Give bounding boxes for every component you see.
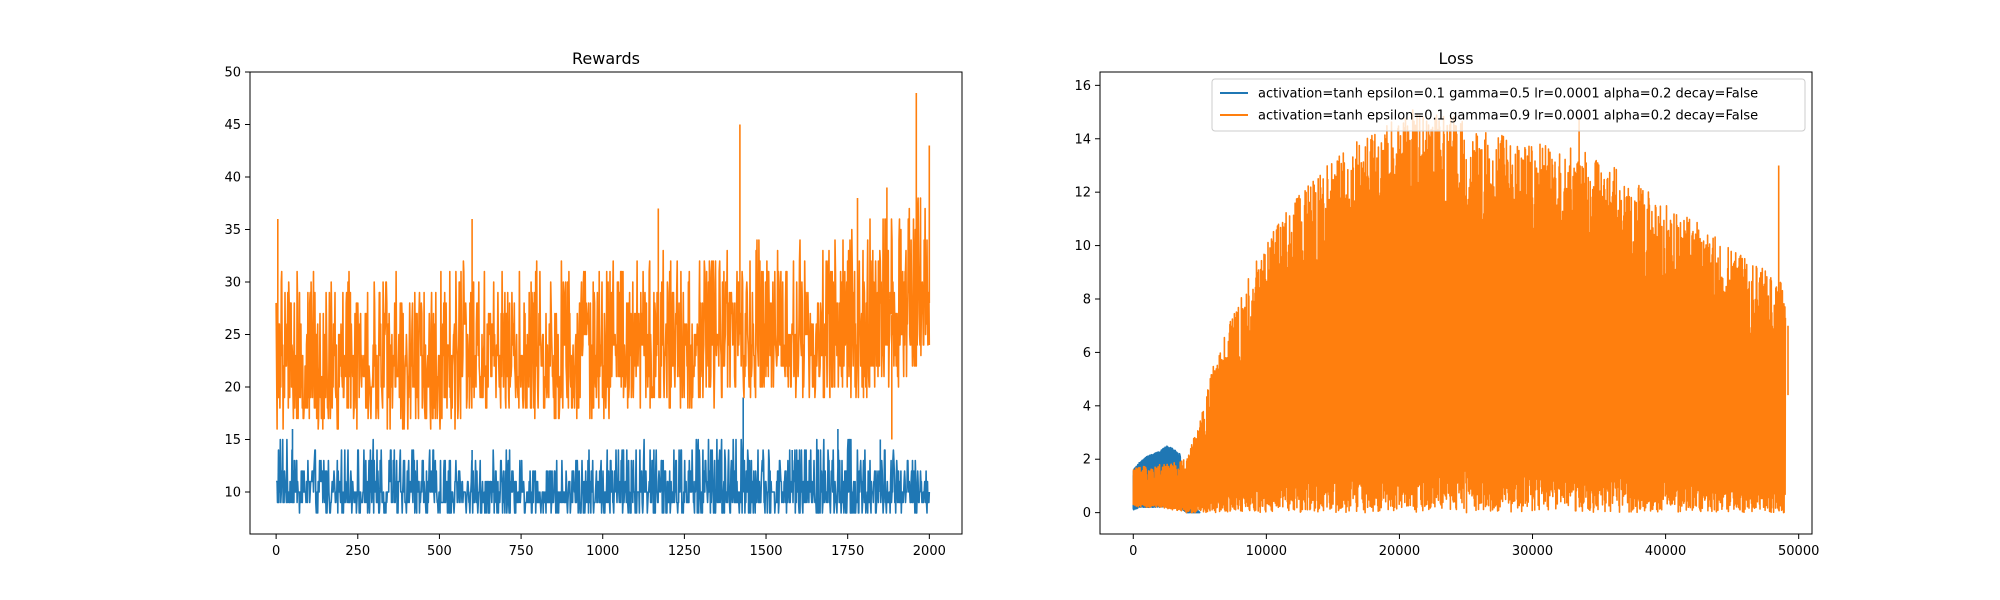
loss-x-tick-label: 10000: [1246, 544, 1287, 559]
loss-y-axis: 0 2 4 6 8 10 12 14 16: [1074, 79, 1100, 521]
rewards-x-tick-label: 1000: [586, 544, 619, 559]
legend-label: activation=tanh epsilon=0.1 gamma=0.9 lr…: [1258, 109, 1758, 124]
loss-chart-title: Loss: [1438, 49, 1473, 68]
loss-x-tick-label: 30000: [1512, 544, 1553, 559]
rewards-y-tick-label: 45: [224, 118, 241, 133]
rewards-x-axis: 0 250 500 750 1000 1250 1500 1750 2000: [272, 534, 946, 559]
rewards-y-tick-label: 10: [224, 486, 241, 501]
loss-y-tick-label: 14: [1074, 132, 1091, 147]
rewards-y-tick-label: 50: [224, 66, 241, 81]
loss-y-tick-label: 10: [1074, 239, 1091, 254]
rewards-x-tick-label: 2000: [913, 544, 946, 559]
loss-y-tick-label: 16: [1074, 79, 1091, 94]
rewards-x-tick-label: 0: [272, 544, 280, 559]
loss-y-tick-label: 4: [1083, 399, 1091, 414]
rewards-axes-frame: [249, 71, 963, 535]
loss-x-tick-label: 0: [1129, 544, 1137, 559]
rewards-x-tick-label: 1750: [831, 544, 864, 559]
rewards-y-tick-label: 15: [224, 433, 241, 448]
loss-axes-frame: [1099, 71, 1813, 535]
loss-x-axis: 0 10000 20000 30000 40000 50000: [1129, 534, 1819, 559]
loss-y-tick-label: 0: [1083, 506, 1091, 521]
rewards-series-layer: [275, 93, 931, 514]
loss-y-tick-label: 8: [1083, 292, 1091, 307]
loss-chart: Loss 0 10000 20000 30000 40000 50000 0 2 4 6 8 10 1…: [1074, 49, 1819, 559]
loss-y-tick-label: 6: [1083, 346, 1091, 361]
legend-label: activation=tanh epsilon=0.1 gamma=0.5 lr…: [1258, 87, 1758, 102]
rewards-x-tick-label: 750: [509, 544, 534, 559]
loss-x-tick-label: 40000: [1645, 544, 1686, 559]
rewards-y-tick-label: 20: [224, 381, 241, 396]
rewards-chart-title: Rewards: [572, 49, 640, 68]
rewards-y-tick-label: 30: [224, 276, 241, 291]
rewards-y-tick-label: 35: [224, 223, 241, 238]
rewards-y-axis: 10 15 20 25 30 35 40 45 50: [224, 66, 250, 501]
loss-y-tick-label: 12: [1074, 186, 1091, 201]
rewards-x-tick-label: 1250: [668, 544, 701, 559]
rewards-series-1-line: [275, 93, 931, 440]
loss-x-tick-label: 20000: [1379, 544, 1420, 559]
rewards-x-tick-label: 250: [345, 544, 370, 559]
loss-series-1-line: [1132, 109, 1789, 514]
loss-x-tick-label: 50000: [1778, 544, 1819, 559]
loss-series-layer: [1132, 109, 1789, 514]
rewards-y-tick-label: 25: [224, 328, 241, 343]
rewards-series-0-line: [275, 397, 931, 514]
rewards-x-tick-label: 500: [427, 544, 452, 559]
loss-y-tick-label: 2: [1083, 453, 1091, 468]
rewards-chart: Rewards 0 250 500 750 1000 1250 1500 1750 2000 1…: [224, 49, 963, 559]
loss-legend: activation=tanh epsilon=0.1 gamma=0.5 lr…: [1211, 78, 1806, 132]
rewards-x-tick-label: 1500: [749, 544, 782, 559]
rewards-y-tick-label: 40: [224, 171, 241, 186]
legend-box: [1211, 78, 1806, 132]
